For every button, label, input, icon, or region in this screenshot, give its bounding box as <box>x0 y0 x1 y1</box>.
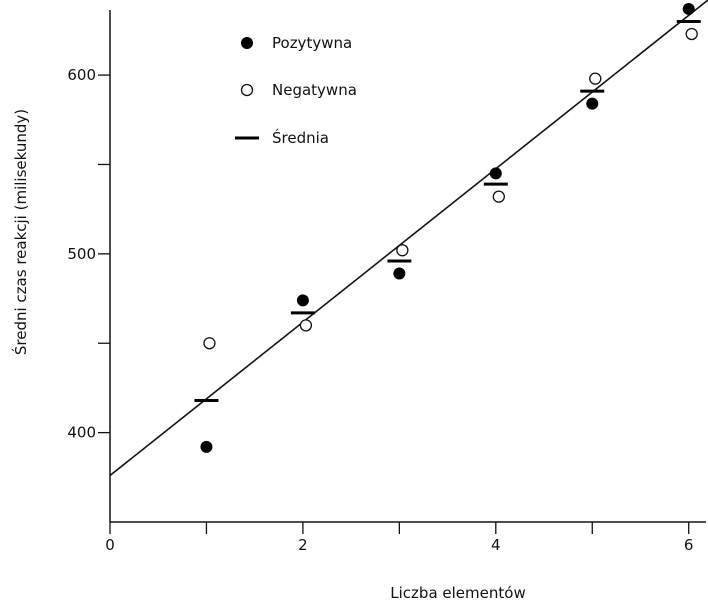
regression-line <box>109 0 708 477</box>
fit-line-group <box>109 0 708 477</box>
point-negatywna <box>203 337 216 350</box>
y-tick-label: 600 <box>67 66 96 84</box>
point-negatywna <box>396 244 409 257</box>
legend-label--rednia: Średnia <box>272 128 329 147</box>
point-pozytywna <box>586 97 599 110</box>
point-negatywna <box>299 319 313 332</box>
x-tick-label: 0 <box>105 536 115 554</box>
point-pozytywna <box>489 167 502 180</box>
y-tick-label: 500 <box>67 245 96 263</box>
x-axis-label: Liczba elementów <box>390 584 525 602</box>
ticks: 0 2 4 6 400 500 600 <box>67 66 693 554</box>
legend-label-negatywna: Negatywna <box>272 81 357 99</box>
point-pozytywna <box>682 2 695 15</box>
y-axis-label: Średni czas reakcji (milisekundy) <box>11 109 30 355</box>
point-negatywna <box>685 27 698 41</box>
legend-marker-negatywna <box>240 83 254 97</box>
axes <box>109 10 706 523</box>
x-tick-label: 2 <box>298 536 308 554</box>
x-tick-label: 4 <box>491 536 501 554</box>
x-tick-label: 6 <box>684 536 694 554</box>
data-marks <box>194 2 701 453</box>
legend-marker-pozytywna <box>241 37 253 49</box>
point-negatywna <box>492 190 505 203</box>
legend-label-pozytywna: Pozytywna <box>272 34 352 52</box>
y-tick-label: 400 <box>67 424 96 442</box>
point-negatywna <box>589 72 602 85</box>
point-pozytywna <box>393 267 406 280</box>
legend: Pozytywna Negatywna Średnia <box>235 34 357 147</box>
point-pozytywna <box>296 294 309 307</box>
point-pozytywna <box>200 440 213 453</box>
